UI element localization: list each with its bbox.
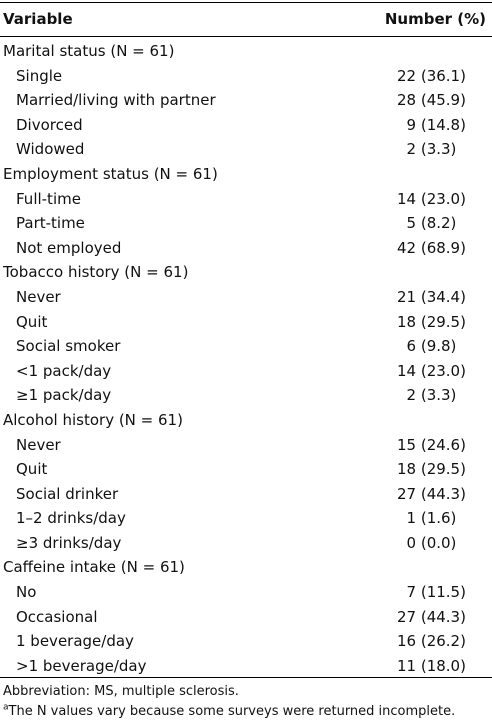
row-value: 27 (44.3) xyxy=(397,607,466,626)
row-label: No xyxy=(16,583,37,602)
group-label: Tobacco history (N = 61) xyxy=(3,263,189,282)
row-value: 28 (45.9) xyxy=(397,91,466,110)
table-row: <1 pack/day 14 (23.0) xyxy=(0,359,492,384)
row-label: Full-time xyxy=(16,189,81,208)
row-label: Never xyxy=(16,435,61,454)
table-row: >1 beverage/day 11 (18.0) xyxy=(0,654,492,679)
table-row: 1–2 drinks/day 1 (1.6) xyxy=(0,506,492,531)
row-value: 6 (9.8) xyxy=(397,337,457,356)
footnote-marker: a xyxy=(3,702,9,713)
row-label: Widowed xyxy=(16,140,85,159)
table-row: Full-time 14 (23.0) xyxy=(0,187,492,212)
table-footnotes: Abbreviation: MS, multiple sclerosis. aT… xyxy=(3,682,491,722)
row-value: 15 (24.6) xyxy=(397,435,466,454)
row-label: Not employed xyxy=(16,238,122,257)
table-row: Not employed 42 (68.9) xyxy=(0,236,492,261)
table-row: Widowed 2 (3.3) xyxy=(0,137,492,162)
row-value: 16 (26.2) xyxy=(397,632,466,651)
row-value: 22 (36.1) xyxy=(397,66,466,85)
row-value: 21 (34.4) xyxy=(397,287,466,306)
table-group-row: Alcohol history (N = 61) xyxy=(0,408,492,433)
table-row: Quit 18 (29.5) xyxy=(0,310,492,335)
table-row: Quit 18 (29.5) xyxy=(0,457,492,482)
row-value: 7 (11.5) xyxy=(397,583,466,602)
row-value: 2 (3.3) xyxy=(397,386,457,405)
table-row: ≥3 drinks/day 0 (0.0) xyxy=(0,531,492,556)
column-header-variable: Variable xyxy=(3,10,73,28)
row-value: 14 (23.0) xyxy=(397,189,466,208)
row-label: 1 beverage/day xyxy=(16,632,134,651)
group-label: Marital status (N = 61) xyxy=(3,42,175,60)
row-value: 14 (23.0) xyxy=(397,361,466,380)
row-label: ≥1 pack/day xyxy=(16,386,112,405)
row-value: 27 (44.3) xyxy=(397,484,466,503)
row-value: 2 (3.3) xyxy=(397,140,457,159)
row-value: 5 (8.2) xyxy=(397,214,457,233)
row-label: Never xyxy=(16,287,61,306)
footnote-note-text: The N values vary because some surveys w… xyxy=(8,704,456,719)
table-group-row: Tobacco history (N = 61) xyxy=(0,260,492,285)
table-row: 1 beverage/day 16 (26.2) xyxy=(0,629,492,654)
row-label: <1 pack/day xyxy=(16,361,112,380)
table-group-row: Marital status (N = 61) xyxy=(0,39,492,64)
table-row: Never 15 (24.6) xyxy=(0,433,492,458)
row-label: Social smoker xyxy=(16,337,121,356)
row-value: 42 (68.9) xyxy=(397,238,466,257)
table-top-rule xyxy=(0,2,492,3)
row-label: Part-time xyxy=(16,214,85,233)
row-label: Single xyxy=(16,66,63,85)
row-label: 1–2 drinks/day xyxy=(16,509,126,528)
table-row: Divorced 9 (14.8) xyxy=(0,113,492,138)
table-row: ≥1 pack/day 2 (3.3) xyxy=(0,383,492,408)
table-header-rule xyxy=(0,36,492,37)
group-label: Employment status (N = 61) xyxy=(3,164,218,183)
table-row: Social smoker 6 (9.8) xyxy=(0,334,492,359)
table-row: Married/living with partner 28 (45.9) xyxy=(0,88,492,113)
row-value: 18 (29.5) xyxy=(397,312,466,331)
group-label: Alcohol history (N = 61) xyxy=(3,410,183,429)
table-row: Social drinker 27 (44.3) xyxy=(0,482,492,507)
table-row: Single 22 (36.1) xyxy=(0,64,492,89)
row-label: Social drinker xyxy=(16,484,119,503)
row-value: 18 (29.5) xyxy=(397,460,466,479)
table-body: Marital status (N = 61) Single 22 (36.1) Ma… xyxy=(0,39,492,678)
row-label: Divorced xyxy=(16,115,83,134)
table-row: No 7 (11.5) xyxy=(0,580,492,605)
table-row: Occasional 27 (44.3) xyxy=(0,605,492,630)
group-label: Caffeine intake (N = 61) xyxy=(3,558,185,577)
row-label: ≥3 drinks/day xyxy=(16,533,122,552)
table-header-row: Variable Number (%) xyxy=(0,7,492,31)
table-bottom-rule xyxy=(0,677,492,678)
row-label: Quit xyxy=(16,460,48,479)
row-value: 0 (0.0) xyxy=(397,533,457,552)
row-label: Married/living with partner xyxy=(16,91,216,110)
footnote-note: aThe N values vary because some surveys … xyxy=(3,702,491,722)
footnote-abbreviation: Abbreviation: MS, multiple sclerosis. xyxy=(3,684,239,699)
table-row: Part-time 5 (8.2) xyxy=(0,211,492,236)
row-value: 11 (18.0) xyxy=(397,656,466,675)
column-header-number: Number (%) xyxy=(384,10,486,28)
row-value: 1 (1.6) xyxy=(397,509,457,528)
row-label: Quit xyxy=(16,312,48,331)
row-label: Occasional xyxy=(16,607,98,626)
row-value: 9 (14.8) xyxy=(397,115,466,134)
table-row: Never 21 (34.4) xyxy=(0,285,492,310)
table-group-row: Caffeine intake (N = 61) xyxy=(0,555,492,580)
table-group-row: Employment status (N = 61) xyxy=(0,162,492,187)
row-label: >1 beverage/day xyxy=(16,656,147,675)
